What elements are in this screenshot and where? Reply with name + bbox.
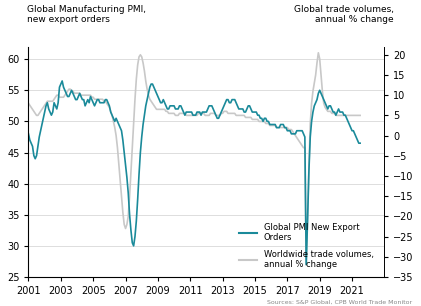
Text: Sources: S&P Global, CPB World Trade Monitor: Sources: S&P Global, CPB World Trade Mon…: [267, 300, 413, 304]
Legend: Global PMI New Export
Orders, Worldwide trade volumes,
annual % change: Global PMI New Export Orders, Worldwide …: [236, 219, 377, 272]
Text: Global Manufacturing PMI,
new export orders: Global Manufacturing PMI, new export ord…: [27, 5, 147, 24]
Text: Global trade volumes,
annual % change: Global trade volumes, annual % change: [293, 5, 394, 24]
